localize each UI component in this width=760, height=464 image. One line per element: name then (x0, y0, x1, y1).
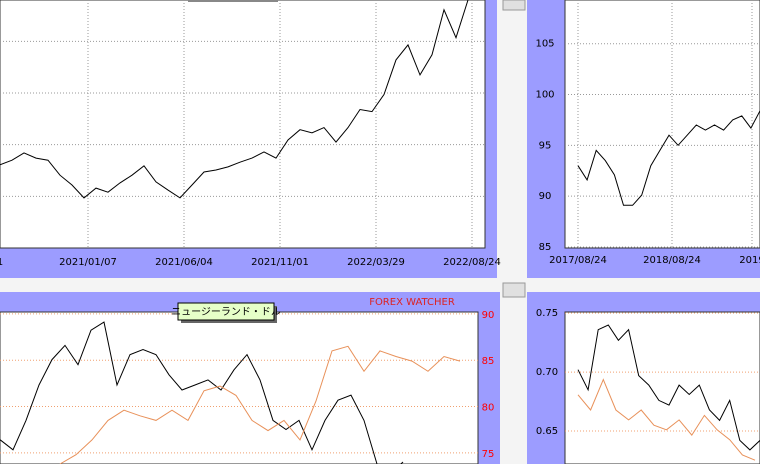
plot (0, 313, 478, 464)
x-tick-label: 2018/08/24 (643, 255, 701, 266)
x-tick-label: 2019 (739, 255, 760, 266)
y2-tick-label: 80 (482, 403, 495, 414)
plot (565, 312, 760, 461)
y2-tick-label: 90 (482, 310, 495, 321)
y-tick-label: 105 (535, 39, 554, 50)
scroll-box (502, 0, 526, 11)
x-tick-label: 2021/06/04 (155, 257, 213, 268)
legend-edge (188, 0, 278, 2)
y-tick-label: 90 (539, 191, 552, 202)
series-line (0, 321, 404, 464)
plot-area (564, 0, 760, 249)
x-tick-label: 2021/11/01 (251, 257, 309, 268)
y-tick-label: 100 (535, 90, 554, 101)
y-tick-label: 85 (539, 242, 552, 253)
x-tick-label: 2017/08/24 (549, 255, 607, 266)
y2-tick-label: 75 (482, 449, 495, 460)
series-line (59, 345, 461, 464)
legend-box (177, 302, 275, 321)
y-tick-label: 95 (539, 140, 552, 151)
series-line (577, 110, 760, 206)
plot-area (0, 311, 479, 464)
x-tick-label: 2022/08/24 (443, 257, 501, 268)
scroll-box (502, 282, 526, 298)
legend-label: ニュージーランド・ドル (171, 306, 281, 318)
x-tick-label: 3/11 (0, 257, 3, 268)
plot-area (0, 0, 486, 249)
y-tick-label: 0.70 (536, 367, 558, 378)
y2-tick-label: 85 (482, 356, 495, 367)
plot (565, 0, 760, 248)
y-tick-label: 0.75 (536, 308, 558, 319)
chart-title: FOREX WATCHER (369, 297, 455, 308)
plot-area (564, 311, 760, 464)
series-line (577, 378, 756, 461)
y-tick-label: 0.65 (536, 426, 558, 437)
series-line (577, 324, 760, 451)
series-line (0, 0, 469, 199)
x-tick-label: 2021/01/07 (59, 257, 117, 268)
plot (0, 0, 485, 248)
x-tick-label: 2022/03/29 (347, 257, 405, 268)
